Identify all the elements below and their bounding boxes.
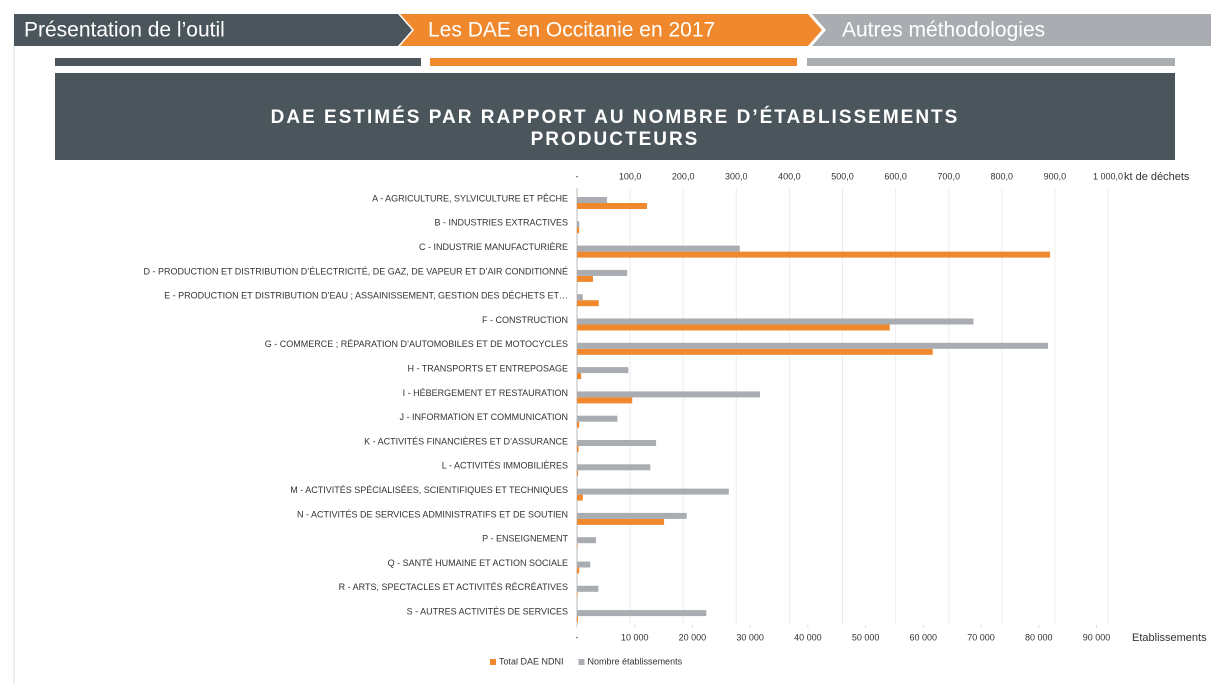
bar — [577, 591, 578, 598]
x2-tick-label: 100,0 — [619, 171, 642, 181]
bar — [577, 203, 648, 209]
bar — [577, 494, 583, 501]
x2-tick-label: 1 000,0 — [1093, 171, 1123, 181]
category-label: S - AUTRES ACTIVITÉS DE SERVICES — [407, 606, 568, 616]
bar — [577, 221, 580, 228]
x-tick-label: 60 000 — [910, 632, 938, 642]
nav-underline — [55, 58, 421, 66]
bar — [577, 488, 729, 495]
x-tick-label: 80 000 — [1025, 632, 1053, 642]
bar — [577, 585, 599, 592]
x-tick-label: 40 000 — [794, 632, 822, 642]
category-label: Q - SANTÉ HUMAINE ET ACTION SOCIALE — [388, 558, 568, 568]
x2-axis-title: kt de déchets — [1124, 171, 1190, 183]
x-tick-label: 50 000 — [852, 632, 880, 642]
category-label: E - PRODUCTION ET DISTRIBUTION D’EAU ; A… — [164, 291, 568, 301]
category-label: D - PRODUCTION ET DISTRIBUTION D’ÉLECTRI… — [143, 266, 568, 276]
bar — [577, 616, 579, 623]
category-label: L - ACTIVITÉS IMMOBILIÈRES — [442, 461, 568, 471]
bar — [577, 415, 618, 422]
bar — [577, 197, 608, 203]
bar — [577, 300, 599, 307]
nav-tab[interactable] — [14, 14, 412, 46]
x-tick-label: 20 000 — [679, 632, 707, 642]
legend-label: Nombre établissements — [588, 656, 683, 666]
nav-underline — [807, 58, 1175, 66]
bar — [577, 537, 597, 544]
category-label: N - ACTIVITÉS DE SERVICES ADMINISTRATIFS… — [297, 509, 568, 519]
bar — [577, 342, 1048, 349]
category-label: K - ACTIVITÉS FINANCIÈRES ET D’ASSURANCE — [364, 436, 568, 446]
category-label: I - HÉBERGEMENT ET RESTAURATION — [403, 388, 568, 398]
category-label: G - COMMERCE ; RÉPARATION D’AUTOMOBILES … — [265, 339, 568, 349]
bar — [577, 567, 580, 574]
x-tick-label: 70 000 — [967, 632, 995, 642]
bar — [577, 269, 628, 276]
x2-tick-label: 400,0 — [778, 171, 801, 181]
category-label: P - ENSEIGNEMENT — [482, 534, 568, 544]
bar — [577, 373, 582, 380]
x-tick-label: - — [576, 632, 579, 642]
category-label: M - ACTIVITÉS SPÉCIALISÉES, SCIENTIFIQUE… — [290, 485, 568, 495]
bar — [577, 464, 651, 471]
category-label: H - TRANSPORTS ET ENTREPOSAGE — [407, 363, 568, 373]
x-axis-title: Etablissements — [1132, 632, 1207, 644]
nav-tab[interactable] — [812, 14, 1211, 46]
x2-tick-label: 700,0 — [937, 171, 960, 181]
bar — [577, 397, 633, 404]
bar — [577, 421, 580, 428]
bar — [577, 446, 579, 452]
x2-tick-label: 300,0 — [725, 171, 748, 181]
x-tick-label: 10 000 — [621, 632, 649, 642]
nav-label[interactable]: Présentation de l’outil — [24, 19, 225, 42]
chart-title: DAE ESTIMÉS PAR RAPPORT AU NOMBRE D’ÉTAB… — [55, 73, 1175, 160]
x-tick-label: 30 000 — [736, 632, 764, 642]
bar — [577, 245, 740, 252]
bar — [577, 391, 760, 398]
nav-tab[interactable] — [400, 14, 822, 46]
bar — [577, 543, 578, 550]
bar — [577, 318, 974, 325]
x2-tick-label: - — [576, 171, 579, 181]
legend-label: Total DAE NDNI — [499, 656, 564, 666]
x2-tick-label: 600,0 — [884, 171, 907, 181]
bar — [577, 348, 933, 355]
x-tick-label: 90 000 — [1083, 632, 1111, 642]
bar — [577, 294, 583, 301]
bar — [577, 275, 593, 282]
category-label: A - AGRICULTURE, SYLVICULTURE ET PÊCHE — [372, 193, 568, 203]
bar — [577, 324, 890, 331]
bar — [577, 440, 657, 446]
bar — [577, 367, 629, 374]
bar — [577, 610, 707, 617]
bar — [577, 512, 687, 519]
x2-tick-label: 500,0 — [831, 171, 854, 181]
legend-swatch — [578, 659, 585, 665]
x2-tick-label: 800,0 — [991, 171, 1014, 181]
bar — [577, 251, 1051, 258]
category-label: C - INDUSTRIE MANUFACTURIÈRE — [419, 242, 568, 252]
category-label: F - CONSTRUCTION — [482, 315, 568, 325]
bar — [577, 470, 579, 477]
category-label: J - INFORMATION ET COMMUNICATION — [400, 412, 569, 422]
bar — [577, 561, 591, 568]
nav-label[interactable]: Les DAE en Occitanie en 2017 — [428, 19, 715, 42]
x2-tick-label: 200,0 — [672, 171, 695, 181]
legend-swatch — [490, 659, 496, 665]
category-label: R - ARTS, SPECTACLES ET ACTIVITÉS RÉCRÉA… — [339, 582, 568, 592]
x2-tick-label: 900,0 — [1044, 171, 1067, 181]
bar — [577, 227, 580, 234]
nav-underline — [430, 58, 797, 66]
bar — [577, 518, 665, 525]
nav-label[interactable]: Autres méthodologies — [842, 19, 1045, 42]
category-label: B - INDUSTRIES EXTRACTIVES — [434, 218, 568, 228]
